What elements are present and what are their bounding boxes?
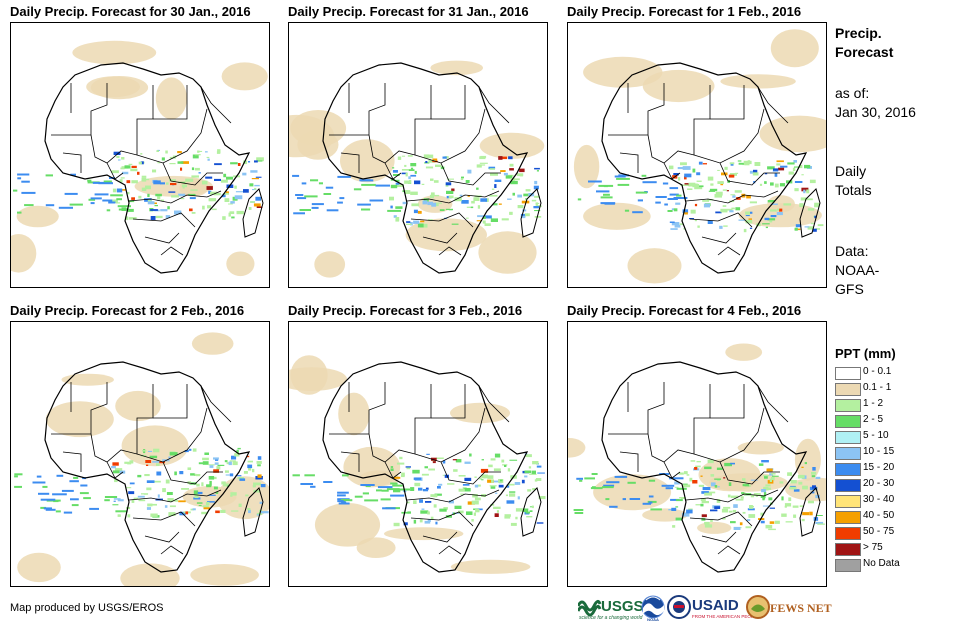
legend-label: > 75 [863, 542, 883, 553]
totals-line2: Totals [835, 182, 872, 198]
legend-swatch [835, 383, 861, 396]
forecast-map-5 [288, 321, 548, 587]
noaa-logo-text: NOAA [647, 617, 659, 622]
panel-title-2: Daily Precip. Forecast for 31 Jan., 2016 [288, 4, 529, 19]
legend-swatch [835, 543, 861, 556]
legend-swatch [835, 415, 861, 428]
legend-label: 15 - 20 [863, 462, 895, 473]
legend-swatch [835, 559, 861, 572]
legend-swatch [835, 367, 861, 380]
forecast-map-4 [10, 321, 270, 587]
legend-label: No Data [863, 558, 900, 569]
legend-label: 50 - 75 [863, 526, 895, 537]
panel-title-4: Daily Precip. Forecast for 2 Feb., 2016 [10, 303, 245, 318]
panel-title-5: Daily Precip. Forecast for 3 Feb., 2016 [288, 303, 523, 318]
usgs-logo: USGS science for a changing world [578, 598, 644, 621]
legend-swatch [835, 463, 861, 476]
legend-label: 20 - 30 [863, 478, 895, 489]
legend-label: 30 - 40 [863, 494, 895, 505]
asof-label: as of: [835, 85, 870, 101]
legend-swatch [835, 479, 861, 492]
sidebar-title-line2: Forecast [835, 44, 894, 60]
data-source-line3: GFS [835, 281, 864, 297]
fewsnet-logo-text: FEWS NET [770, 601, 832, 615]
asof-block: as of: Jan 30, 2016 [835, 84, 916, 122]
totals-block: Daily Totals [835, 162, 872, 200]
legend-label: 10 - 15 [863, 446, 895, 457]
legend-label: 1 - 2 [863, 398, 884, 409]
legend-swatch [835, 495, 861, 508]
legend-label: 5 - 10 [863, 430, 889, 441]
sidebar-title-line1: Precip. [835, 25, 882, 41]
sidebar-title: Precip. Forecast [835, 24, 893, 62]
legend-swatch [835, 447, 861, 460]
data-source-block: Data: NOAA- GFS [835, 242, 879, 299]
legend-label: 2 - 5 [863, 414, 884, 425]
usgs-logo-text: USGS [601, 598, 644, 615]
panel-title-1: Daily Precip. Forecast for 30 Jan., 2016 [10, 4, 251, 19]
usgs-logo-tagline: science for a changing world [579, 615, 643, 621]
legend-label: 0 - 0.1 [863, 366, 892, 377]
panel-title-3: Daily Precip. Forecast for 1 Feb., 2016 [567, 4, 802, 19]
credit-text: Map produced by USGS/EROS [10, 602, 164, 614]
data-source-line1: Data: [835, 243, 869, 259]
panel-title-6: Daily Precip. Forecast for 4 Feb., 2016 [567, 303, 802, 318]
usaid-logo: USAID FROM THE AMERICAN PEOPLE [667, 595, 759, 619]
legend-swatch [835, 431, 861, 444]
legend-swatch [835, 511, 861, 524]
totals-line1: Daily [835, 163, 867, 179]
forecast-map-2 [288, 22, 548, 288]
legend-swatch [835, 399, 861, 412]
legend-title: PPT (mm) [835, 346, 896, 361]
forecast-map-3 [567, 22, 827, 288]
usaid-logo-tagline: FROM THE AMERICAN PEOPLE [692, 614, 759, 619]
forecast-map-6 [567, 321, 827, 587]
noaa-logo: NOAA [641, 595, 665, 622]
legend-swatch [835, 527, 861, 540]
legend-label: 0.1 - 1 [863, 382, 892, 393]
forecast-map-1 [10, 22, 270, 288]
usaid-logo-text: USAID [692, 597, 739, 614]
fewsnet-logo: FEWS NET [746, 595, 832, 619]
asof-date: Jan 30, 2016 [835, 104, 916, 120]
data-source-line2: NOAA- [835, 262, 880, 278]
legend-label: 40 - 50 [863, 510, 895, 521]
